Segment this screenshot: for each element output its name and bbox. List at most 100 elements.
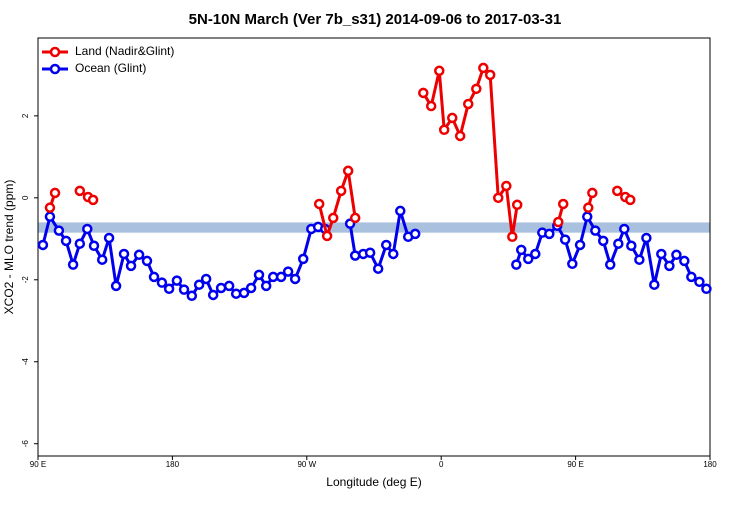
data-point <box>530 248 541 260</box>
y-tick-label: -2 <box>21 276 30 284</box>
data-point <box>553 216 564 228</box>
data-point <box>215 282 227 294</box>
x-tick-label: 180 <box>703 460 717 469</box>
data-point <box>515 244 527 256</box>
data-point <box>171 275 183 286</box>
data-point <box>619 223 630 235</box>
y-tick-label: -4 <box>21 358 30 366</box>
data-point <box>604 259 616 270</box>
data-point <box>349 212 361 224</box>
data-point <box>44 202 56 213</box>
plot-frame <box>37 37 711 457</box>
data-point <box>178 284 190 295</box>
data-point <box>103 232 115 244</box>
data-point <box>583 202 594 213</box>
data-point <box>613 238 624 249</box>
data-point <box>133 249 145 261</box>
data-point <box>523 253 534 265</box>
data-point <box>679 255 690 267</box>
data-point <box>625 194 636 206</box>
data-point <box>60 235 72 247</box>
data-point <box>597 235 609 247</box>
data-point <box>559 234 571 245</box>
data-point <box>49 187 61 199</box>
data-point <box>484 69 496 81</box>
data-point <box>163 283 175 295</box>
data-point <box>245 282 257 294</box>
data-point <box>275 271 287 283</box>
data-point <box>511 199 523 211</box>
data-point <box>462 98 474 110</box>
data-point <box>238 287 250 299</box>
data-point <box>434 65 445 77</box>
x-tick-label: 0 <box>439 460 444 469</box>
data-point <box>478 62 489 74</box>
chart-title: 5N-10N March (Ver 7b_s31) 2014-09-06 to … <box>189 11 562 28</box>
data-point <box>118 248 130 260</box>
data-point <box>694 276 705 288</box>
data-point <box>141 255 153 267</box>
reference-band <box>38 222 710 233</box>
data-point <box>96 254 108 265</box>
data-point <box>567 258 578 270</box>
data-point <box>260 280 272 292</box>
data-point <box>492 192 504 204</box>
data-point <box>686 271 697 283</box>
data-point <box>82 223 93 235</box>
data-point <box>327 212 339 224</box>
data-point <box>557 198 569 210</box>
data-point <box>37 239 49 251</box>
data-point <box>67 259 79 270</box>
data-point <box>544 228 555 240</box>
data-point <box>193 279 205 290</box>
data-point <box>156 277 168 288</box>
y-axis-label: XCO2 - MLO trend (ppm) <box>2 180 16 315</box>
data-point <box>447 112 458 124</box>
data-point <box>335 185 347 197</box>
data-point <box>74 185 86 197</box>
data-point <box>587 187 598 199</box>
x-axis-label: Longitude (deg E) <box>326 475 421 489</box>
legend-label: Land (Nadir&Glint) <box>75 44 174 58</box>
data-point <box>289 273 301 285</box>
y-tick-label: 0 <box>21 195 30 200</box>
data-point <box>125 260 137 272</box>
data-point <box>656 248 667 260</box>
x-tick-label: 90 E <box>30 460 46 469</box>
data-point <box>372 263 384 274</box>
data-point <box>207 289 219 301</box>
y-tick-label: -6 <box>21 440 30 448</box>
data-point <box>409 228 421 240</box>
data-point <box>253 269 265 281</box>
data-point <box>200 273 212 285</box>
data-point <box>626 240 637 252</box>
legend-marker <box>49 63 61 75</box>
data-point <box>649 279 660 290</box>
data-point <box>425 100 437 112</box>
data-point <box>590 225 601 236</box>
data-point <box>321 230 333 242</box>
data-point <box>53 225 65 236</box>
data-point <box>44 211 56 222</box>
data-point <box>507 231 518 243</box>
data-point <box>364 247 376 258</box>
data-point <box>641 232 652 244</box>
x-tick-label: 90 E <box>567 460 583 469</box>
data-point <box>581 211 593 222</box>
data-point <box>664 260 675 272</box>
data-point <box>395 205 406 217</box>
data-point <box>88 240 100 252</box>
series-line <box>48 65 632 242</box>
data-point <box>471 83 482 95</box>
data-point <box>671 249 682 261</box>
data-point <box>438 124 450 136</box>
data-point <box>501 180 512 192</box>
x-tick-label: 90 W <box>297 460 316 469</box>
data-point <box>701 283 712 295</box>
x-tick-label: 180 <box>166 460 180 469</box>
data-point <box>297 253 309 265</box>
data-point <box>349 250 361 261</box>
data-point <box>511 259 522 270</box>
data-point <box>74 238 86 249</box>
data-point <box>380 239 392 251</box>
